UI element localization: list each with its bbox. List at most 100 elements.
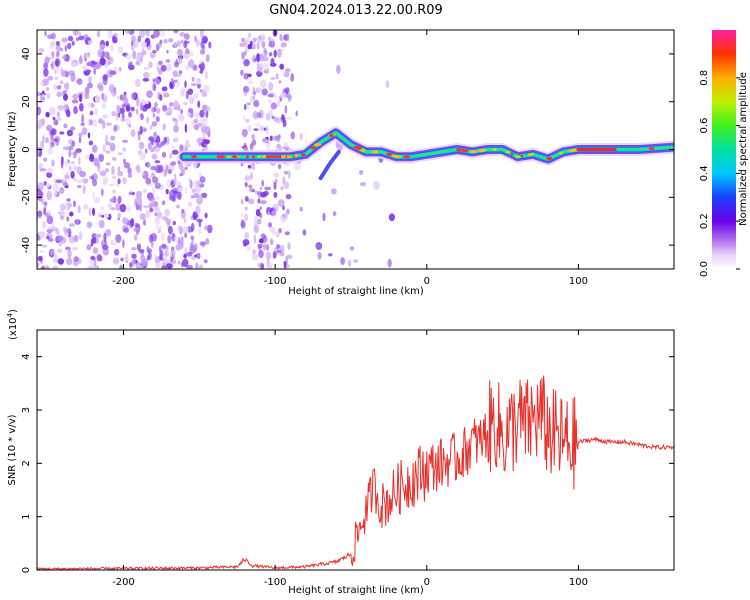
noise-speckle [54, 187, 58, 197]
noise-speckle [78, 35, 85, 41]
noise-speckle [183, 40, 188, 49]
noise-speckle [205, 106, 211, 112]
noise-speckle [286, 208, 290, 215]
noise-speckle [73, 256, 80, 263]
noise-speckle [253, 99, 260, 108]
ridge-hotspot [371, 150, 378, 154]
noise-speckle [96, 160, 101, 169]
noise-speckle [102, 175, 109, 183]
noise-speckle [156, 62, 160, 70]
noise-speckle [54, 68, 57, 75]
noise-speckle [75, 219, 79, 225]
snr-line-layer [37, 375, 674, 570]
noise-speckle [68, 149, 72, 158]
noise-speckle [47, 167, 53, 174]
noise-speckle [115, 112, 119, 122]
noise-speckle [72, 246, 79, 251]
noise-speckle [53, 83, 57, 90]
noise-speckle [181, 208, 185, 214]
noise-speckle [194, 35, 197, 43]
noise-speckle [245, 206, 248, 211]
ridge-hotspot [251, 155, 256, 159]
noise-speckle [66, 198, 71, 202]
noise-speckle [59, 131, 65, 135]
noise-speckle [257, 243, 263, 249]
noise-speckle [119, 264, 123, 269]
noise-speckle [141, 171, 145, 176]
x-tick-label: -100 [264, 577, 287, 588]
ridge-branch [318, 149, 341, 181]
noise-speckle [146, 116, 150, 124]
noise-speckle [139, 151, 146, 161]
noise-speckle [387, 258, 392, 268]
noise-speckle [127, 173, 133, 178]
noise-speckle [52, 265, 59, 269]
noise-speckle [85, 69, 92, 74]
noise-speckle [203, 37, 208, 44]
noise-speckle [130, 129, 136, 138]
noise-speckle [75, 148, 82, 153]
noise-speckle [270, 102, 278, 110]
noise-speckle [68, 70, 75, 76]
noise-speckle [46, 190, 53, 201]
noise-speckle [196, 180, 201, 188]
noise-speckle [156, 78, 161, 85]
noise-speckle [47, 238, 54, 242]
noise-speckle [269, 52, 273, 57]
noise-speckle [95, 233, 102, 238]
noise-speckle [266, 257, 270, 267]
noise-speckle [98, 213, 102, 218]
noise-speckle [273, 172, 280, 178]
noise-speckle [247, 44, 252, 50]
noise-speckle [69, 165, 72, 172]
snr-scale-close: ) [8, 309, 19, 313]
noise-speckle [186, 264, 193, 269]
noise-speckle [244, 231, 250, 240]
noise-speckle [242, 239, 250, 246]
noise-speckle [299, 133, 303, 141]
noise-speckle [64, 44, 68, 52]
noise-speckle [94, 174, 98, 180]
noise-speckle [102, 114, 108, 119]
noise-speckle [112, 175, 117, 180]
noise-speckle [243, 73, 249, 80]
noise-speckle [278, 228, 282, 234]
noise-speckle [139, 125, 143, 135]
noise-speckle [253, 249, 256, 254]
ridge-hotspot [328, 134, 334, 137]
noise-speckle [78, 31, 81, 37]
noise-speckle [85, 53, 90, 59]
noise-speckle [185, 48, 190, 55]
spectrogram-x-axis-label: Height of straight line (km) [288, 286, 424, 297]
noise-speckle [243, 147, 247, 151]
noise-speckle [141, 258, 149, 267]
x-tick-label: -200 [112, 276, 135, 287]
noise-speckle [140, 102, 143, 111]
noise-speckle [144, 103, 151, 109]
noise-speckle [248, 80, 253, 85]
noise-speckle [187, 88, 194, 95]
noise-speckle [132, 257, 136, 267]
noise-speckle [254, 123, 261, 127]
noise-speckle [49, 249, 55, 256]
y-tick-label: -20 [21, 189, 32, 205]
y-tick-label: 20 [21, 95, 32, 108]
noise-speckle [162, 257, 169, 264]
noise-speckle [168, 38, 174, 43]
noise-speckle [260, 263, 265, 269]
noise-speckle [195, 262, 199, 269]
colorbar-tick-label: 0.4 [699, 165, 710, 181]
noise-speckle [62, 55, 67, 60]
noise-speckle [119, 203, 127, 213]
noise-speckle [164, 112, 172, 116]
noise-speckle [278, 199, 285, 207]
noise-speckle [59, 187, 65, 194]
noise-speckle [163, 136, 167, 144]
noise-speckle [149, 207, 154, 213]
noise-speckle [91, 174, 94, 181]
noise-speckle [163, 38, 168, 44]
noise-speckle [177, 104, 181, 112]
noise-speckle [176, 40, 181, 47]
ridge-hotspot [353, 145, 361, 149]
noise-speckle [208, 41, 212, 49]
